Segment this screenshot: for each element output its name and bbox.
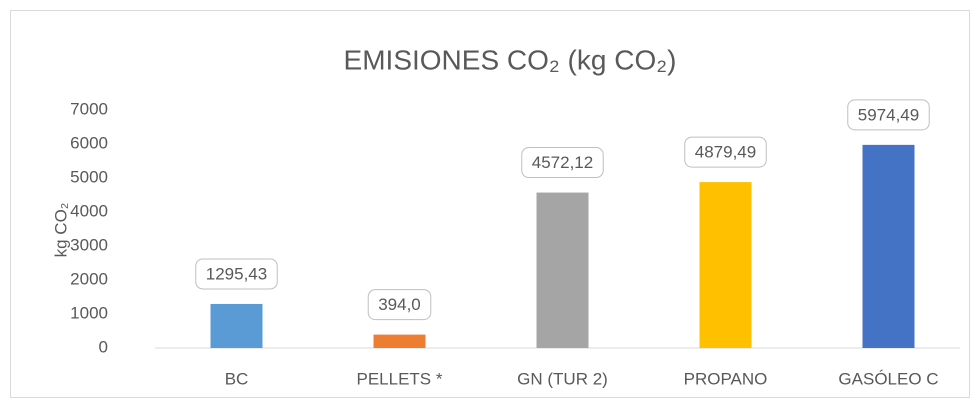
x-tick-label: GASÓLEO C [838,369,938,388]
y-tick-label: 3000 [70,235,108,254]
y-tick-label: 5000 [70,167,108,186]
data-label: 394,0 [378,295,421,314]
bar [210,303,263,348]
data-label: 4572,12 [532,153,593,172]
data-label-box [367,289,432,321]
bar [862,144,915,348]
data-label-box [521,147,604,179]
data-label: 4879,49 [695,143,756,162]
bar [699,182,752,348]
y-tick-label: 7000 [70,99,108,118]
x-tick-label: GN (TUR 2) [517,369,608,388]
x-tick-label: BC [225,369,249,388]
y-tick-label: 1000 [70,303,108,322]
chart-title: EMISIONES CO₂ (kg CO₂) [344,44,677,75]
y-tick-label: 2000 [70,269,108,288]
y-tick-label: 6000 [70,133,108,152]
chart-border [10,10,970,398]
data-label-box [195,258,278,290]
data-label: 1295,43 [206,264,267,283]
bar [536,192,589,348]
bar [373,334,426,348]
x-tick-label: PROPANO [684,369,768,388]
y-axis-label: kg CO₂ [51,203,70,258]
data-label: 5974,49 [858,105,919,124]
y-tick-label: 4000 [70,201,108,220]
data-label-box [847,99,930,131]
data-label-box [684,136,767,168]
y-tick-label: 0 [99,337,108,356]
x-tick-label: PELLETS * [357,369,443,388]
